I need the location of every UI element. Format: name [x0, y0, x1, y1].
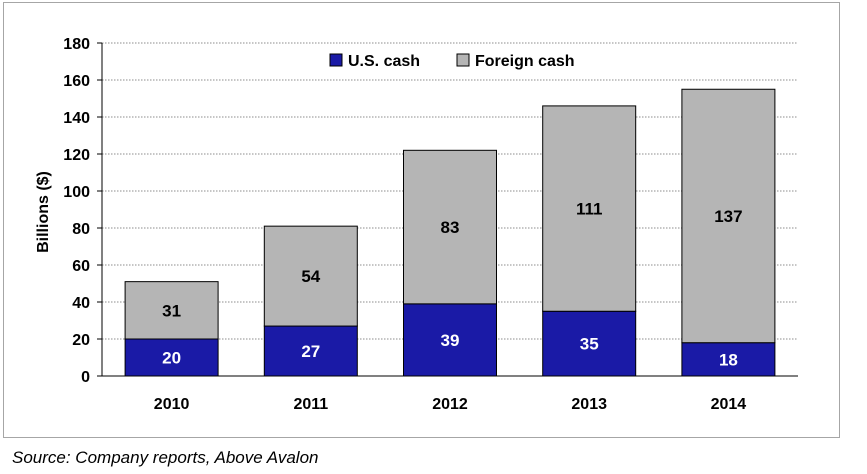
bar-segment-foreign-cash	[542, 105, 637, 312]
y-tick-label: 180	[63, 36, 90, 53]
x-tick-label: 2012	[432, 396, 468, 413]
data-label: 39	[441, 331, 460, 350]
legend-swatch	[456, 53, 470, 67]
bar-segment-us-cash	[263, 325, 358, 377]
y-tick-label: 140	[63, 110, 90, 127]
legend: U.S. cash Foreign cash	[329, 53, 575, 70]
y-tick-label: 80	[72, 221, 90, 238]
y-axis-title: Billions ($)	[35, 171, 52, 253]
bar-segment-foreign-cash	[403, 149, 497, 305]
data-label: 35	[580, 335, 599, 354]
bar-segment-us-cash	[124, 338, 219, 377]
y-tick-label: 0	[81, 369, 90, 386]
y-tick-label: 160	[63, 73, 90, 90]
bar-segment-us-cash	[542, 310, 637, 377]
data-label: 111	[576, 200, 603, 219]
x-tick-label: 2014	[711, 396, 747, 413]
data-label: 31	[162, 301, 181, 320]
data-label: 137	[714, 207, 742, 226]
bar-segment-foreign-cash	[681, 88, 776, 344]
bar-segment-foreign-cash	[124, 281, 219, 340]
data-label: 83	[441, 218, 460, 237]
x-tick-label: 2010	[154, 396, 190, 413]
data-label: 54	[301, 267, 320, 286]
y-tick-label: 60	[72, 258, 90, 275]
legend-label: Foreign cash	[475, 53, 575, 70]
legend-swatch	[329, 53, 343, 67]
data-label: 20	[162, 349, 181, 368]
x-tick-label: 2013	[571, 396, 607, 413]
y-tick-label: 120	[63, 147, 90, 164]
y-tick-label: 100	[63, 184, 90, 201]
bars	[124, 88, 776, 377]
legend-label: U.S. cash	[348, 53, 420, 70]
bar-segment-us-cash	[403, 303, 497, 377]
source-note: Source: Company reports, Above Avalon	[12, 448, 319, 467]
y-tick-label: 40	[72, 295, 90, 312]
data-label: 18	[719, 350, 738, 369]
data-labels: 20 31 27 54 39 83 35 111 18 137	[162, 200, 742, 370]
data-label: 27	[301, 342, 320, 361]
y-tick-label: 20	[72, 332, 90, 349]
bar-segment-foreign-cash	[263, 225, 358, 327]
x-tick-label: 2011	[293, 396, 328, 413]
bar-segment-us-cash	[681, 342, 776, 377]
